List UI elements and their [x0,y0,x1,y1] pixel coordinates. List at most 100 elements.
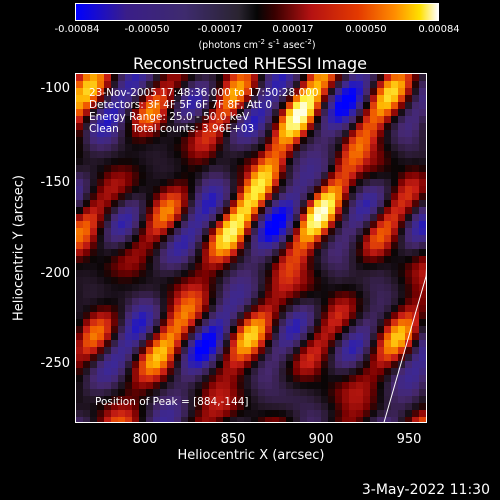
colorbar-tick: -0.00050 [124,24,170,35]
heatmap-cell [125,200,133,208]
heatmap-cell [174,361,182,369]
heatmap-cell [377,228,385,236]
heatmap-cell [335,340,343,348]
heatmap-cell [209,368,217,376]
y-tick-label: -250 [40,356,70,371]
heatmap-cell [405,249,413,257]
heatmap-cell [230,172,238,180]
heatmap-cell [391,109,399,117]
heatmap-cell [104,81,112,89]
heatmap-cell [321,263,329,271]
heatmap-cell [321,256,329,264]
heatmap-cell [125,319,133,327]
heatmap-cell [237,312,245,320]
heatmap-cell [293,214,301,222]
heatmap-cell [132,270,140,278]
heatmap-cell [76,81,84,89]
heatmap-cell [230,403,238,411]
heatmap-cell [104,186,112,194]
heatmap-cell [300,403,308,411]
heatmap-cell [230,109,238,117]
heatmap-cell [195,242,203,250]
heatmap-cell [181,354,189,362]
heatmap-cell [251,410,259,418]
heatmap-cell [181,347,189,355]
heatmap-cell [132,228,140,236]
heatmap-cell [188,319,196,327]
heatmap-cell [356,151,364,159]
heatmap-cell [132,207,140,215]
heatmap-cell [286,214,294,222]
heatmap-cell [181,396,189,404]
heatmap-cell [279,109,287,117]
heatmap-cell [153,200,161,208]
heatmap-cell [202,333,210,341]
heatmap-cell [76,410,84,418]
heatmap-cell [272,88,280,96]
heatmap-cell [391,88,399,96]
heatmap-cell [314,277,322,285]
heatmap-cell [251,333,259,341]
heatmap-cell [265,88,273,96]
heatmap-cell [300,200,308,208]
heatmap-cell [307,347,315,355]
heatmap-cell [160,270,168,278]
heatmap-cell [146,95,154,103]
heatmap-cell [314,144,322,152]
heatmap-cell [118,389,126,397]
heatmap-cell [349,410,357,418]
heatmap-cell [174,151,182,159]
heatmap-cell [139,375,147,383]
heatmap-cell [146,249,154,257]
heatmap-cell [335,95,343,103]
heatmap-cell [195,228,203,236]
heatmap-cell [153,193,161,201]
heatmap-cell [132,74,140,82]
heatmap-cell [167,179,175,187]
heatmap-cell [209,165,217,173]
heatmap-cell [405,200,413,208]
heatmap-cell [146,312,154,320]
heatmap-cell [90,186,98,194]
heatmap-cell [223,123,231,131]
heatmap-cell [111,200,119,208]
heatmap-cell [370,116,378,124]
heatmap-cell [195,179,203,187]
heatmap-cell [181,207,189,215]
colorbar-gradient [76,4,438,20]
heatmap-cell [321,354,329,362]
heatmap-cell [146,277,154,285]
heatmap-cell [356,88,364,96]
heatmap-cell [307,375,315,383]
heatmap-cell [202,116,210,124]
heatmap-cell [307,417,315,422]
heatmap-cell [293,186,301,194]
heatmap-cell [258,193,266,201]
heatmap-cell [153,158,161,166]
heatmap-cell [223,116,231,124]
heatmap-cell [384,305,392,313]
heatmap-cell [363,207,371,215]
heatmap-cell [258,214,266,222]
heatmap-cell [195,144,203,152]
heatmap-cell [251,277,259,285]
heatmap-cell [244,116,252,124]
heatmap-cell [307,298,315,306]
heatmap-cell [370,375,378,383]
heatmap-cell [279,256,287,264]
heatmap-cell [314,375,322,383]
heatmap-cell [146,228,154,236]
heatmap-cell [160,207,168,215]
heatmap-cell [90,214,98,222]
heatmap-cell [104,123,112,131]
heatmap-cell [363,347,371,355]
heatmap-cell [118,130,126,138]
heatmap-cell [342,144,350,152]
heatmap-cell [188,200,196,208]
heatmap-cell [174,242,182,250]
heatmap-cell [363,284,371,292]
heatmap-cell [370,354,378,362]
heatmap-cell [328,242,336,250]
heatmap-cell [195,88,203,96]
heatmap-cell [349,375,357,383]
